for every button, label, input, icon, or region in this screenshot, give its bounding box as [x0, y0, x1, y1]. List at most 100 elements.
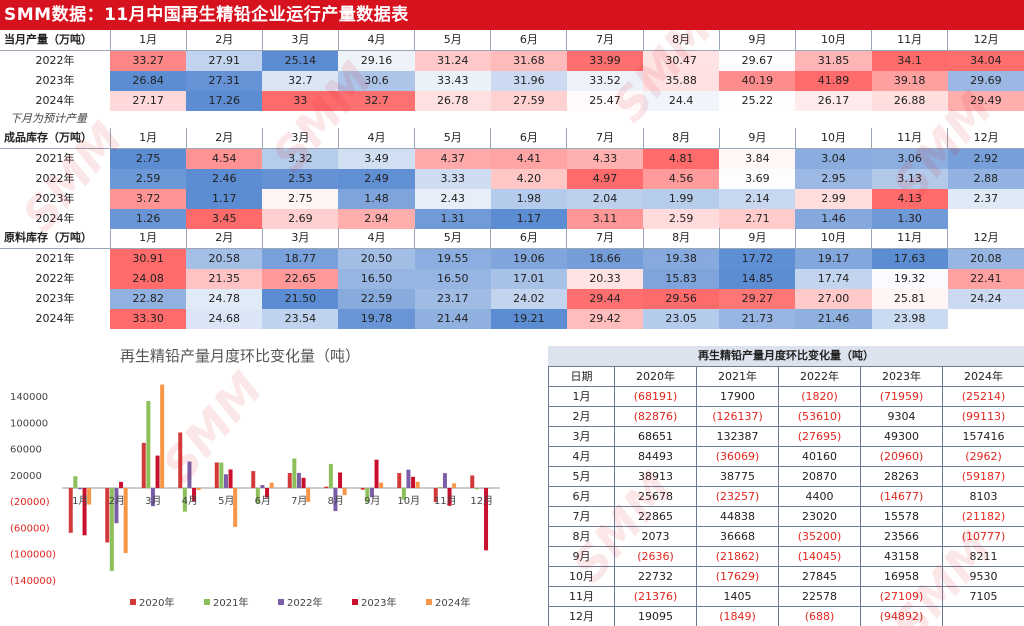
month-header: 1月 [109, 228, 187, 249]
month-header: 12月 [947, 228, 1024, 249]
mom-bar-chart: 140000 100000 60000 20000 (20000) (60000) (100… [10, 384, 500, 609]
bar [187, 461, 192, 488]
value-cell: 23.98 [871, 309, 948, 329]
value-cell: 26.17 [795, 91, 872, 111]
x-tick-label: 8月 [328, 495, 344, 507]
value-cell: 27.59 [490, 91, 567, 111]
value-cell: 4.20 [490, 169, 567, 189]
month-header: 5月 [414, 128, 491, 149]
table-row: 10月 22732 (17629) 27845 16958 9530 [548, 566, 1024, 587]
bar [150, 488, 155, 507]
bar [447, 488, 452, 506]
chart-title: 再生精铅产量月度环比变化量（吨） [120, 347, 361, 365]
mom-value-cell: (21376) [614, 586, 697, 607]
value-cell: 34.04 [947, 50, 1024, 71]
value-cell: 25.47 [566, 91, 644, 111]
x-tick-label: 6月 [255, 495, 271, 507]
mom-value-cell: 22578 [778, 586, 861, 607]
value-cell: 19.78 [338, 309, 415, 329]
mom-column-header: 日期 [548, 366, 615, 387]
month-header: 1月 [109, 128, 187, 149]
value-cell: 27.00 [795, 289, 872, 309]
bar [442, 473, 447, 488]
mom-value-cell: 7105 [942, 586, 1024, 607]
mom-value-cell: 20870 [778, 466, 861, 487]
value-cell: 3.11 [566, 209, 644, 229]
value-cell: 17.72 [719, 248, 796, 269]
bar [328, 463, 333, 488]
mom-value-cell: 84493 [614, 446, 697, 467]
mom-value-cell: (71959) [860, 386, 943, 407]
value-cell: 17.01 [490, 269, 567, 289]
mom-value-cell: 27845 [778, 566, 861, 587]
x-tick-label: 9月 [364, 495, 380, 507]
value-cell: 1.17 [186, 189, 263, 209]
value-cell: 27.91 [186, 50, 263, 71]
month-header: 8月 [642, 30, 720, 51]
table-row: 2022年 33.27 27.91 25.14 29.16 31.24 31.68 33.99… [0, 50, 1024, 71]
value-cell: 1.46 [795, 209, 872, 229]
value-cell: 3.69 [719, 169, 796, 189]
value-cell: 2.59 [110, 169, 187, 189]
mom-value-cell: (68191) [614, 386, 697, 407]
value-cell: 4.81 [643, 148, 720, 169]
legend-swatch [352, 599, 358, 605]
y-tick-label: (60000) [10, 523, 50, 534]
table-row: 2月 (82876) (126137) (53610) 9304 (99113) [548, 406, 1024, 427]
table-row: 2023年 3.72 1.17 2.75 1.48 2.43 1.98 2.04 1.99 2.1… [0, 189, 1024, 209]
legend-label: 2024年 [435, 596, 470, 609]
mom-value-cell: 16958 [860, 566, 943, 587]
x-tick-label: 12月 [470, 495, 493, 507]
value-cell: 26.88 [871, 91, 948, 111]
mom-value-cell: (2962) [942, 446, 1024, 467]
mom-value-cell: (99113) [942, 406, 1024, 427]
bar [182, 488, 187, 512]
month-header: 10月 [794, 30, 872, 51]
bar [219, 462, 224, 488]
month-header: 1月 [109, 30, 187, 51]
mom-value-cell: (17629) [696, 566, 779, 587]
value-cell: 2.92 [947, 148, 1024, 169]
legend-label: 2022年 [287, 596, 322, 609]
year-label: 2024年 [35, 312, 75, 325]
value-cell: 24.02 [490, 289, 567, 309]
bar [374, 459, 379, 488]
mom-value-cell: (59187) [942, 466, 1024, 487]
value-cell: 4.97 [566, 169, 644, 189]
table-row: 2024年 27.17 17.26 33 32.7 26.78 27.59 25.47 24.4… [0, 91, 1024, 111]
table-row: 9月 (2636) (21862) (14045) 43158 8211 [548, 546, 1024, 567]
mom-value-cell: (82876) [614, 406, 697, 427]
month-header: 6月 [490, 30, 567, 51]
value-cell: 22.41 [947, 269, 1024, 289]
value-cell: 1.99 [643, 189, 720, 209]
bar [365, 488, 370, 503]
value-cell: 17.26 [186, 91, 263, 111]
value-cell: 26.78 [414, 91, 491, 111]
value-cell: 1.26 [110, 209, 187, 229]
value-cell: 35.88 [643, 71, 720, 91]
value-cell: 21.35 [186, 269, 263, 289]
value-cell: 20.33 [566, 269, 644, 289]
mom-value-cell: (14045) [778, 546, 861, 567]
mom-value-cell: 8211 [942, 546, 1024, 567]
bar [342, 488, 347, 496]
bar [260, 485, 265, 488]
value-cell: 33.52 [566, 71, 644, 91]
y-tick-label: 140000 [10, 392, 48, 403]
mom-value-cell: (27695) [778, 426, 861, 447]
mom-month-cell: 8月 [548, 526, 615, 547]
bar [411, 476, 416, 488]
value-cell: 1.30 [871, 209, 948, 229]
value-cell: 29.16 [338, 50, 415, 71]
month-header: 11月 [871, 128, 948, 149]
value-cell: 17.63 [871, 248, 948, 269]
value-cell: 31.24 [414, 50, 491, 71]
legend-label: 2020年 [139, 596, 174, 609]
table-row: 2024年 33.30 24.68 23.54 19.78 21.44 19.21 29.42… [0, 309, 1024, 329]
bar [301, 477, 306, 488]
value-cell: 2.14 [719, 189, 796, 209]
value-cell: 3.13 [871, 169, 948, 189]
legend-swatch [130, 599, 136, 605]
mom-table: 日期 2020年 2021年 2022年 2023年 2024年 1月 (68191) 1790… [548, 366, 1024, 626]
bar [401, 488, 406, 500]
